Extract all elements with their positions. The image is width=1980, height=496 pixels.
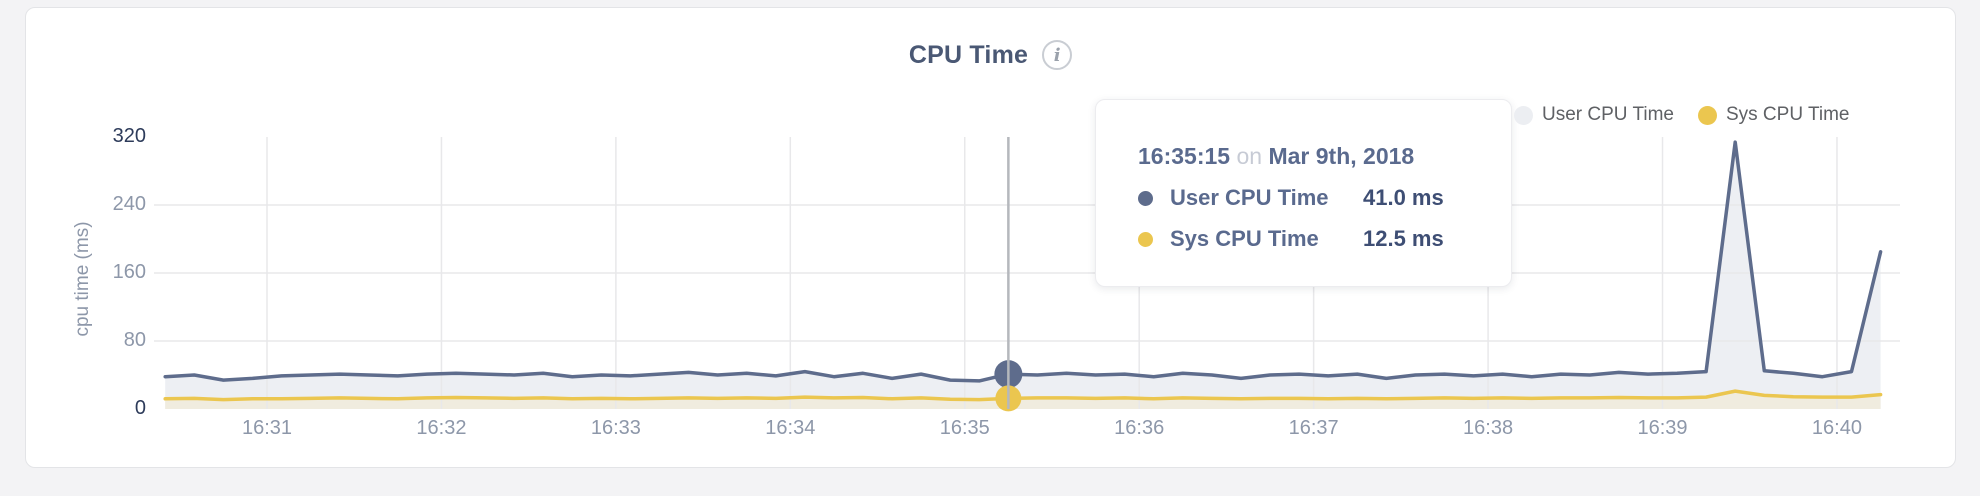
x-axis-tick-label: 16:37 — [1288, 417, 1339, 439]
y-axis-title: cpu time (ms) — [72, 221, 93, 337]
chart-legend: User CPU Time Sys CPU Time — [1514, 104, 1850, 126]
sys-series-area — [165, 391, 1881, 409]
tooltip-series-label: User CPU Time — [1170, 185, 1329, 210]
x-axis-tick-label: 16:35 — [939, 417, 990, 439]
tooltip-series-value: 12.5 ms — [1363, 226, 1444, 251]
x-axis-tick-label: 16:36 — [1114, 417, 1165, 439]
info-icon[interactable]: i — [1042, 40, 1073, 70]
tooltip-series-label: Sys CPU Time — [1170, 226, 1319, 251]
chart-title: CPU Time — [908, 40, 1029, 69]
chart-tooltip: 16:35:15 on Mar 9th, 2018 User CPU Time … — [1095, 99, 1512, 287]
sys-series-legend-dot — [1697, 105, 1717, 125]
x-axis-tick-label: 16:34 — [765, 417, 816, 439]
y-axis-tick-label: 0 — [134, 397, 146, 419]
user-series-dot-icon — [1138, 190, 1153, 206]
user-series-area — [165, 142, 1881, 409]
x-axis-tick-label: 16:38 — [1463, 417, 1514, 439]
x-axis-tick-label: 16:32 — [416, 417, 467, 439]
y-axis-tick-label: 160 — [112, 261, 146, 283]
sys-series-line — [163, 389, 1883, 402]
tooltip-time: 16:35:15 — [1138, 143, 1231, 169]
legend-item-user-cpu-time[interactable]: User CPU Time — [1514, 104, 1674, 126]
y-axis-tick-label: 320 — [112, 125, 146, 147]
chart-header: CPU Time i — [26, 40, 1955, 70]
x-axis-tick-label: 16:39 — [1637, 417, 1688, 439]
tooltip-separator: on — [1236, 143, 1263, 169]
user-series-line — [163, 140, 1883, 383]
legend-label: Sys CPU Time — [1725, 104, 1850, 125]
user-series-legend-dot — [1514, 105, 1533, 125]
legend-label: User CPU Time — [1542, 104, 1674, 125]
legend-item-sys-cpu-time[interactable]: Sys CPU Time — [1697, 104, 1850, 126]
tooltip-row-user-cpu-time: User CPU Time 41.0 ms — [1138, 183, 1511, 213]
tooltip-timestamp: 16:35:15 on Mar 9th, 2018 — [1138, 140, 1511, 172]
y-axis-tick-label: 240 — [112, 193, 146, 215]
sys-series-dot-icon — [1138, 231, 1153, 247]
x-axis-tick-label: 16:31 — [241, 417, 293, 439]
y-axis-tick-label: 80 — [123, 329, 146, 351]
x-axis-tick-label: 16:40 — [1811, 417, 1862, 439]
tooltip-date: Mar 9th, 2018 — [1268, 143, 1415, 169]
x-axis-tick-label: 16:33 — [590, 417, 641, 439]
tooltip-row-sys-cpu-time: Sys CPU Time 12.5 ms — [1138, 224, 1511, 254]
tooltip-series-value: 41.0 ms — [1363, 185, 1444, 210]
